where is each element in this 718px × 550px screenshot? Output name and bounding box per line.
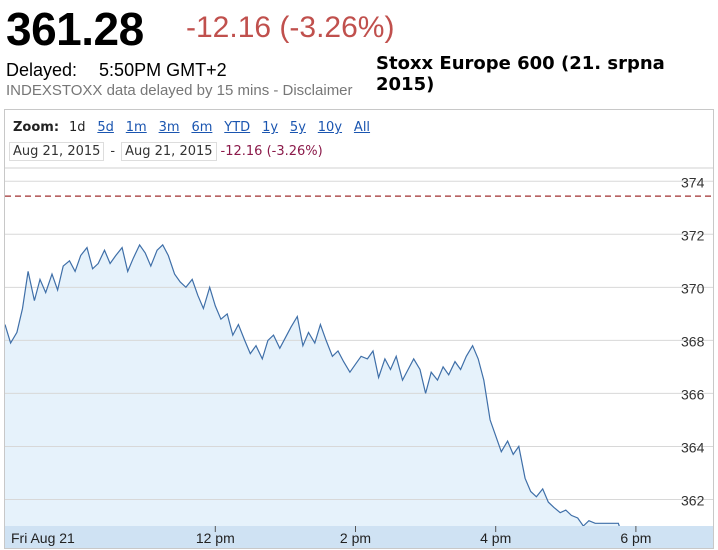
delayed-label: Delayed: (6, 60, 78, 80)
zoom-3m[interactable]: 3m (158, 120, 180, 135)
source-disclaimer[interactable]: INDEXSTOXX data delayed by 15 mins - Dis… (6, 82, 353, 99)
x-tick-label-0: Fri Aug 21 (11, 530, 75, 546)
y-tick-label-366: 366 (681, 386, 705, 402)
zoom-6m[interactable]: 6m (191, 120, 213, 135)
delayed-info: Delayed: 5:50PM GMT+2 (6, 60, 227, 81)
current-price: 361.28 (6, 3, 144, 55)
zoom-10y[interactable]: 10y (317, 120, 343, 135)
delayed-time: 5:50PM GMT+2 (99, 60, 227, 80)
x-tick-label-4: 6 pm (620, 530, 651, 546)
y-tick-label-362: 362 (681, 492, 705, 508)
y-tick-label-372: 372 (681, 227, 705, 243)
range-change: -12.16 (-3.26%) (220, 144, 323, 159)
x-tick-label-3: 4 pm (480, 530, 511, 546)
zoom-label: Zoom: (13, 120, 60, 135)
zoom-bar: Zoom: 1d 5d 1m 3m 6m YTD 1y 5y 10y All (13, 118, 378, 135)
chart-panel: Zoom: 1d 5d 1m 3m 6m YTD 1y 5y 10y All A… (4, 109, 714, 549)
range-separator: - (110, 144, 116, 159)
x-tick-label-2: 2 pm (340, 530, 371, 546)
zoom-5d[interactable]: 5d (97, 120, 114, 135)
document-title: Stoxx Europe 600 (21. srpna 2015) (376, 53, 665, 95)
zoom-5y[interactable]: 5y (289, 120, 306, 135)
range-start-date[interactable]: Aug 21, 2015 (9, 142, 105, 161)
price-chart[interactable]: 362 364 366 368 370 372 374 Fri Aug 21 12 pm 2 pm… (5, 110, 713, 548)
y-tick-label-370: 370 (681, 280, 705, 296)
series-line (5, 243, 625, 543)
zoom-ytd[interactable]: YTD (224, 120, 251, 135)
y-tick-label-368: 368 (681, 333, 705, 349)
y-tick-label-374: 374 (681, 174, 705, 190)
zoom-1d[interactable]: 1d (68, 120, 86, 135)
x-axis-band (5, 526, 713, 548)
zoom-all[interactable]: All (353, 120, 371, 135)
y-tick-label-364: 364 (681, 439, 705, 455)
price-change: -12.16 (-3.26%) (186, 11, 395, 44)
date-range: Aug 21, 2015- Aug 21, 2015 -12.16 (-3.26%) (9, 142, 323, 161)
x-tick-label-1: 12 pm (196, 530, 235, 546)
zoom-1m[interactable]: 1m (125, 120, 147, 135)
range-end-date[interactable]: Aug 21, 2015 (121, 142, 217, 161)
zoom-1y[interactable]: 1y (262, 120, 279, 135)
